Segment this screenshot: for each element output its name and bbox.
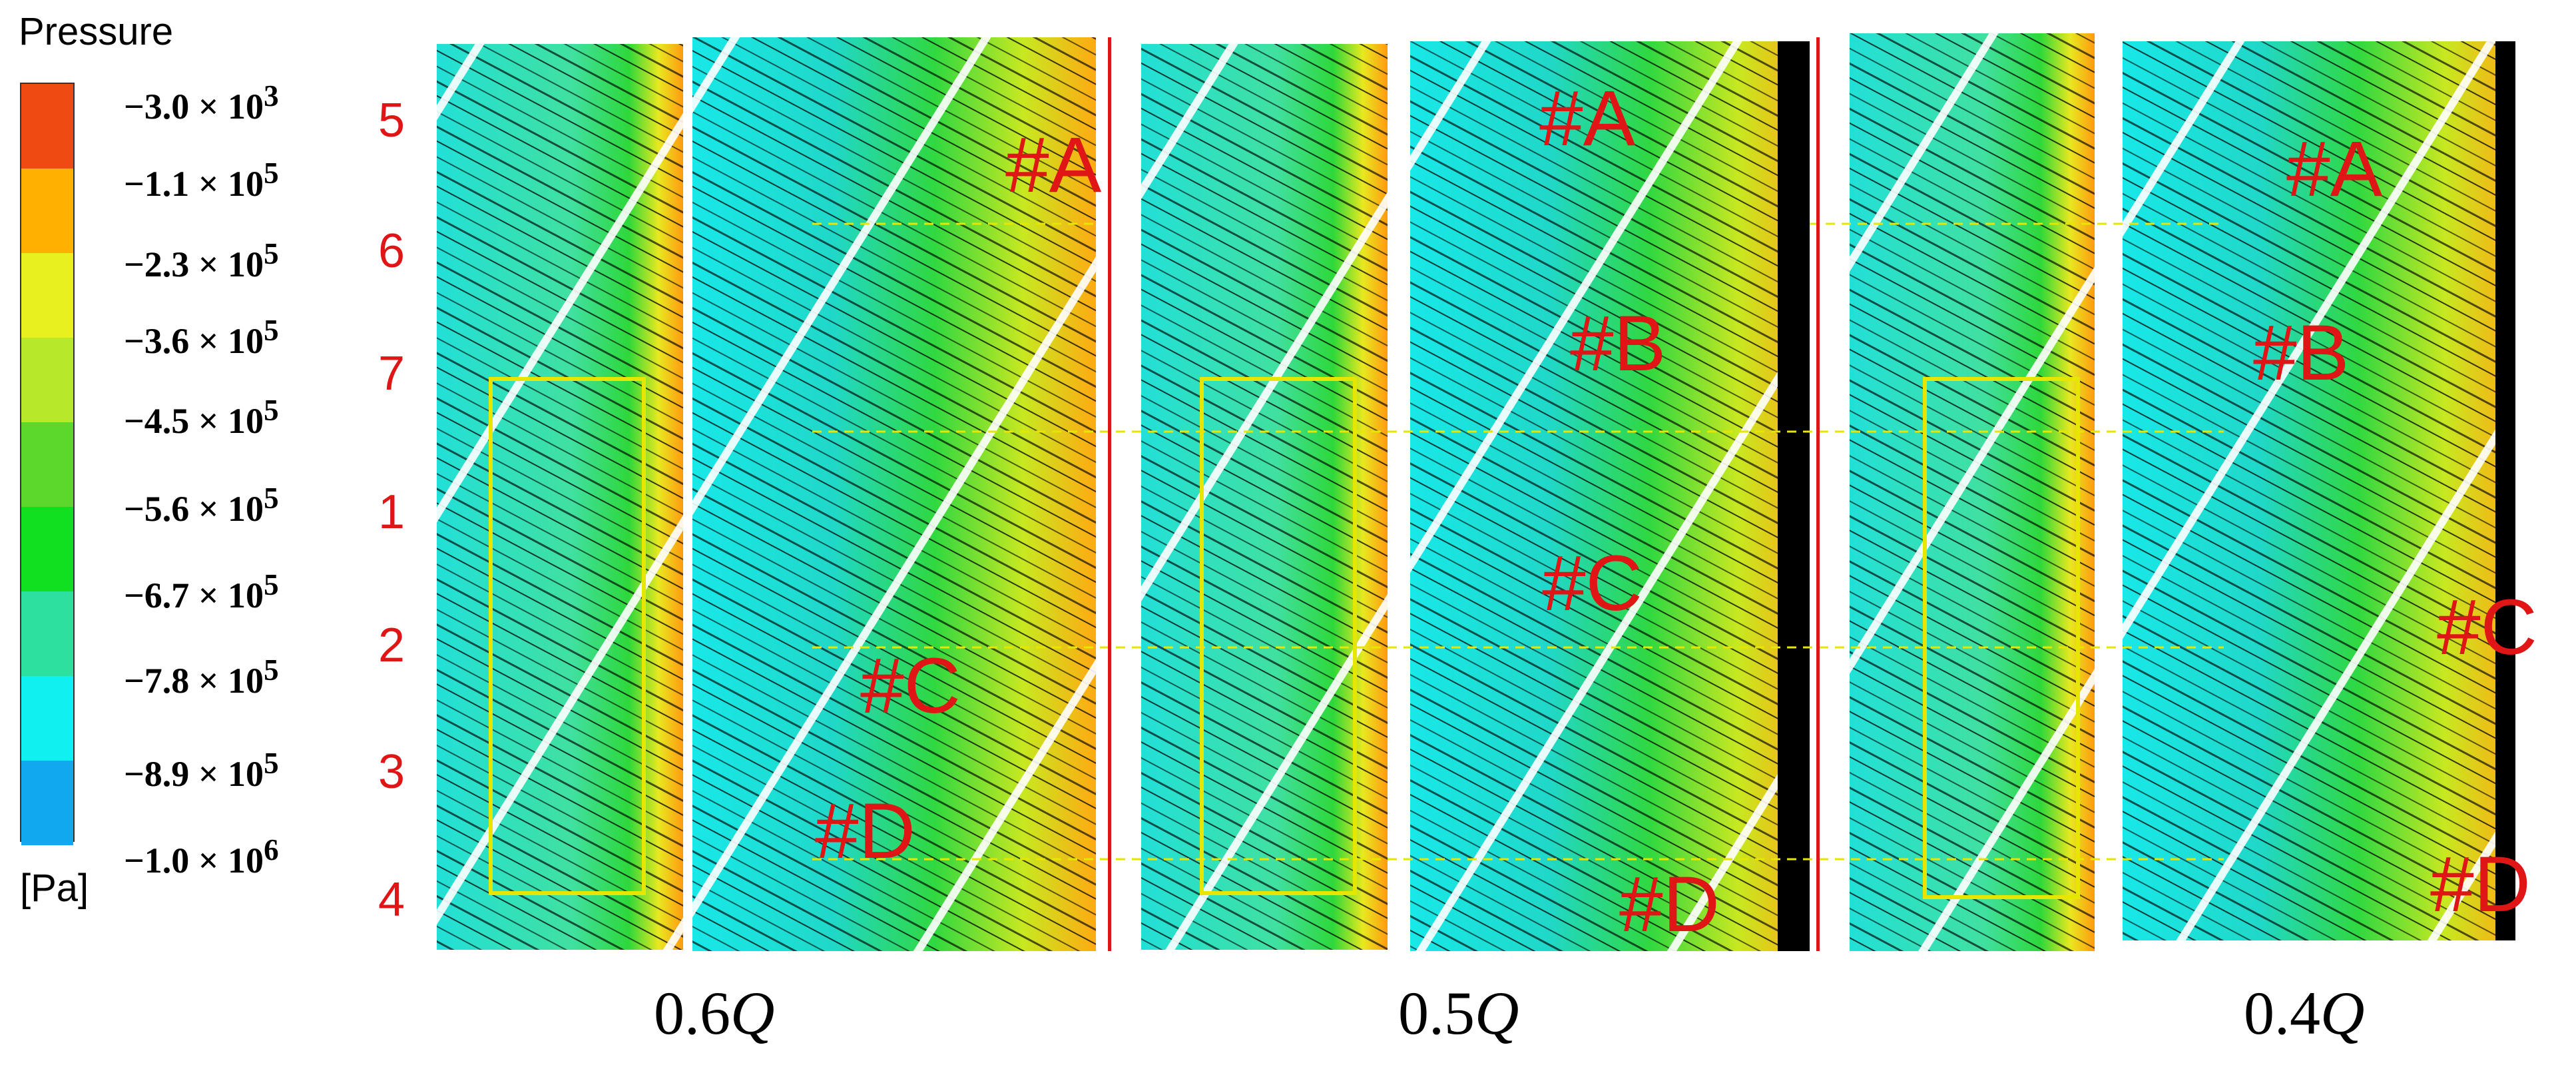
tick-label: −4.5 × 105 bbox=[124, 394, 279, 441]
panel-0.4Q-inlet bbox=[1850, 33, 2095, 951]
color-band bbox=[21, 84, 73, 169]
highlight-box bbox=[489, 377, 646, 895]
passage-label: 1 bbox=[378, 486, 405, 539]
dashed-guides bbox=[812, 222, 2224, 861]
color-band bbox=[21, 761, 73, 845]
region-label: #D bbox=[815, 787, 915, 875]
tick-label: −3.6 × 105 bbox=[124, 314, 279, 361]
region-label: #D bbox=[2430, 841, 2531, 928]
panel-0.6Q-outlet bbox=[692, 37, 1096, 951]
passage-label: 5 bbox=[378, 94, 405, 147]
tick-label: −1.0 × 106 bbox=[124, 833, 279, 881]
panel-0.5Q-inlet bbox=[1141, 44, 1388, 950]
legend-title: Pressure bbox=[19, 10, 174, 53]
color-band bbox=[21, 422, 73, 507]
region-label: #C bbox=[860, 642, 961, 730]
passage-label: 2 bbox=[378, 619, 405, 672]
legend-unit: [Pa] bbox=[20, 867, 89, 910]
tick-label: −2.3 × 105 bbox=[124, 237, 279, 284]
separator-line bbox=[1108, 37, 1111, 951]
passage-label: 4 bbox=[378, 873, 405, 926]
region-label: #D bbox=[1619, 861, 1720, 948]
color-band bbox=[21, 338, 73, 422]
condition-caption: 0.4Q bbox=[2244, 979, 2365, 1047]
tick-label: −6.7 × 105 bbox=[124, 568, 279, 615]
color-band bbox=[21, 591, 73, 676]
tick-label: −7.8 × 105 bbox=[124, 653, 279, 701]
condition-caption: 0.6Q bbox=[654, 979, 775, 1047]
passage-label: 6 bbox=[378, 224, 405, 278]
region-label: #C bbox=[2437, 583, 2537, 671]
tick-label: −8.9 × 105 bbox=[124, 747, 279, 794]
region-label: #B bbox=[1570, 300, 1667, 388]
color-band bbox=[21, 676, 73, 761]
color-band bbox=[21, 507, 73, 591]
color-band bbox=[21, 169, 73, 253]
color-band bbox=[21, 253, 73, 338]
panel-0.4Q-outlet bbox=[2123, 41, 2515, 940]
region-label: #B bbox=[2253, 309, 2350, 397]
highlight-box bbox=[1923, 377, 2080, 899]
passage-label: 3 bbox=[378, 745, 405, 799]
tick-label: −1.1 × 105 bbox=[124, 157, 279, 204]
condition-caption: 0.5Q bbox=[1398, 979, 1519, 1047]
region-label: #A bbox=[1005, 121, 1102, 209]
passage-label: 7 bbox=[378, 347, 405, 400]
tick-label: −3.0 × 103 bbox=[124, 79, 279, 127]
highlight-box bbox=[1200, 377, 1357, 895]
region-label: #C bbox=[1542, 539, 1643, 627]
region-label: #A bbox=[2286, 125, 2383, 213]
color-bar bbox=[20, 83, 75, 845]
region-label: #A bbox=[1539, 75, 1636, 163]
separator-line bbox=[1816, 37, 1820, 951]
tick-label: −5.6 × 105 bbox=[124, 482, 279, 529]
panel-0.5Q-outlet bbox=[1410, 41, 1810, 951]
